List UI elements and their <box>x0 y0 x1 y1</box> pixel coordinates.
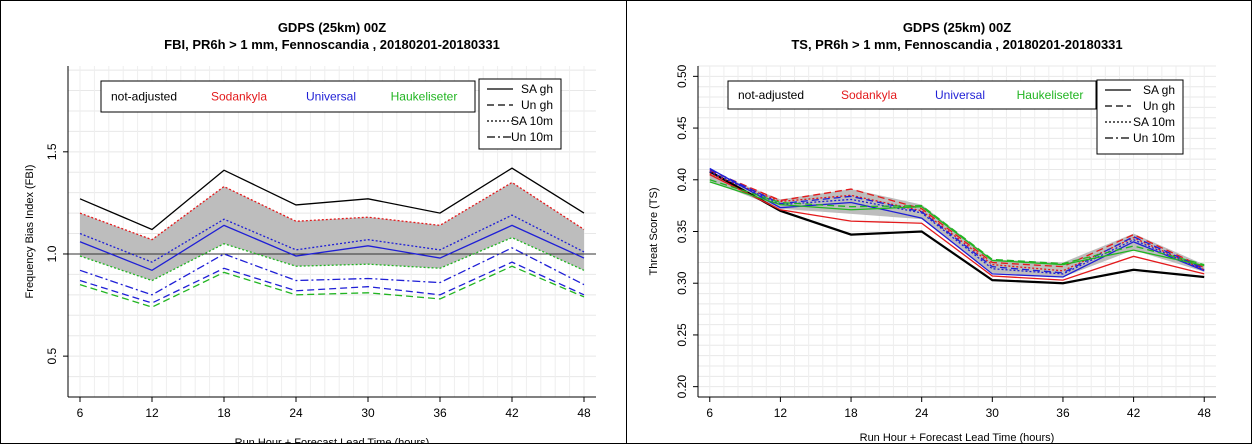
y-tick-label: 0.45 <box>675 116 689 140</box>
legend-style-label: Un gh <box>1143 99 1175 113</box>
x-tick-label: 6 <box>706 406 713 420</box>
y-axis-label: Frequency Bias Index (FBI) <box>24 165 36 299</box>
legend-style-label: Un gh <box>521 98 553 112</box>
legend-style-label: SA gh <box>1143 83 1175 97</box>
y-tick-label: 0.30 <box>675 271 689 295</box>
series-line-6 <box>79 236 585 282</box>
x-tick-label: 30 <box>361 406 375 420</box>
legend-style-label: Un 10m <box>511 130 553 144</box>
series-line-4 <box>709 167 1205 278</box>
series-line-2 <box>709 169 1205 269</box>
x-tick-label: 18 <box>844 406 858 420</box>
series-line-7 <box>709 181 1205 267</box>
chart-subtitle: TS, PR6h > 1 mm, Fennoscandia , 20180201… <box>791 37 1122 52</box>
x-tick-label: 36 <box>433 406 447 420</box>
series-line-5 <box>709 168 1205 274</box>
legend-model-label: Sodankyla <box>211 90 267 104</box>
series-line-6 <box>709 170 1205 275</box>
y-tick-label: 0.25 <box>675 323 689 347</box>
x-tick-label: 48 <box>1198 406 1212 420</box>
legend-model-label: not-adjusted <box>111 90 177 104</box>
x-tick-label: 24 <box>289 406 303 420</box>
chart-subtitle: FBI, PR6h > 1 mm, Fennoscandia , 2018020… <box>164 37 500 52</box>
legend-styles-box <box>1096 79 1184 155</box>
chart-title: GDPS (25km) 00Z <box>278 20 386 35</box>
series-line-1 <box>709 174 1205 281</box>
y-tick-label: 0.50 <box>675 64 689 88</box>
legend-model-label: Universal <box>306 90 356 104</box>
legend-model-label: Sodankyla <box>841 88 897 102</box>
shaded-band <box>80 182 584 281</box>
x-tick-label: 12 <box>145 406 159 420</box>
series-line-2 <box>79 224 585 272</box>
legend-model-label: not-adjusted <box>738 88 804 102</box>
series-line-0 <box>709 170 1205 285</box>
x-axis-label: Run Hour + Forecast Lead Time (hours) <box>860 432 1055 443</box>
ts-chart-panel: GDPS (25km) 00Z TS, PR6h > 1 mm, Fennosca… <box>626 0 1252 444</box>
ts-chart: GDPS (25km) 00Z TS, PR6h > 1 mm, Fennosca… <box>648 20 1216 444</box>
legend-style-label: SA 10m <box>511 114 553 128</box>
fbi-chart-panel: GDPS (25km) 00Z FBI, PR6h > 1 mm, Fennosc… <box>0 0 627 448</box>
y-tick-label: 1.5 <box>45 143 59 160</box>
y-tick-label: 0.40 <box>675 168 689 192</box>
x-tick-label: 36 <box>1056 406 1070 420</box>
x-tick-label: 24 <box>915 406 929 420</box>
legend-models-box <box>100 80 476 113</box>
fbi-chart: GDPS (25km) 00Z FBI, PR6h > 1 mm, Fennosc… <box>24 20 596 448</box>
x-tick-label: 42 <box>505 406 519 420</box>
series-line-0 <box>79 167 585 231</box>
y-tick-label: 0.35 <box>675 219 689 243</box>
x-tick-label: 42 <box>1127 406 1141 420</box>
x-tick-label: 6 <box>77 406 84 420</box>
series-line-8 <box>709 179 1205 266</box>
legend-style-label: Un 10m <box>1133 131 1175 145</box>
series-line-5 <box>79 261 585 304</box>
chart-title: GDPS (25km) 00Z <box>903 20 1011 35</box>
y-tick-label: 0.5 <box>45 347 59 364</box>
legend-models-box <box>727 80 1097 110</box>
legend-style-label: SA 10m <box>1133 115 1175 129</box>
x-tick-label: 18 <box>217 406 231 420</box>
y-tick-label: 0.20 <box>675 375 689 399</box>
x-tick-label: 12 <box>774 406 788 420</box>
x-tick-label: 30 <box>986 406 1000 420</box>
series-line-7 <box>79 265 585 308</box>
legend-model-label: Haukeliseter <box>1017 88 1084 102</box>
y-tick-label: 1.0 <box>45 245 59 262</box>
series-line-1 <box>79 181 585 241</box>
y-axis-label: Threat Score (TS) <box>648 187 660 275</box>
x-tick-label: 48 <box>577 406 591 420</box>
legend-model-label: Haukeliseter <box>391 90 458 104</box>
legend-model-label: Universal <box>935 88 985 102</box>
shaded-band <box>709 171 1205 278</box>
x-axis-label: Run Hour + Forecast Lead Time (hours) <box>235 437 430 443</box>
legend-style-label: SA gh <box>521 82 553 96</box>
